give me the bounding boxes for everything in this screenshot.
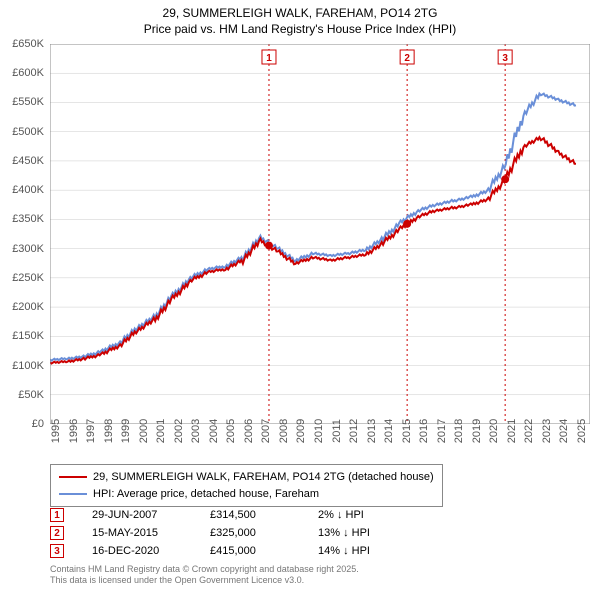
x-tick-label: 2007: [260, 419, 272, 443]
x-tick-label: 2017: [436, 419, 448, 443]
footer-line-2: This data is licensed under the Open Gov…: [50, 575, 359, 586]
marker-delta: 13% ↓ HPI: [318, 527, 408, 539]
legend-row-2: HPI: Average price, detached house, Fare…: [59, 486, 434, 503]
marker-price: £314,500: [210, 509, 290, 521]
y-tick-label: £0: [0, 418, 44, 430]
x-tick-label: 2023: [541, 419, 553, 443]
y-tick-label: £600K: [0, 67, 44, 79]
x-tick-label: 2022: [523, 419, 535, 443]
y-tick-label: £300K: [0, 243, 44, 255]
chart-title: 29, SUMMERLEIGH WALK, FAREHAM, PO14 2TG …: [0, 0, 600, 37]
y-tick-label: £250K: [0, 272, 44, 284]
marker-table: 1 29-JUN-2007 £314,500 2% ↓ HPI 2 15-MAY-2015…: [50, 506, 408, 560]
legend-label-2: HPI: Average price, detached house, Fare…: [93, 486, 319, 503]
x-tick-label: 2014: [383, 419, 395, 443]
x-tick-label: 2004: [208, 419, 220, 443]
x-tick-label: 2010: [313, 419, 325, 443]
marker-row: 3 16-DEC-2020 £415,000 14% ↓ HPI: [50, 542, 408, 560]
marker-delta: 2% ↓ HPI: [318, 509, 408, 521]
x-tick-label: 1999: [120, 419, 132, 443]
x-tick-label: 1997: [85, 419, 97, 443]
y-tick-label: £150K: [0, 330, 44, 342]
y-tick-label: £650K: [0, 38, 44, 50]
marker-price: £325,000: [210, 527, 290, 539]
chart-container: 29, SUMMERLEIGH WALK, FAREHAM, PO14 2TG …: [0, 0, 600, 590]
svg-text:2: 2: [404, 53, 410, 64]
y-tick-label: £450K: [0, 155, 44, 167]
x-tick-label: 2008: [278, 419, 290, 443]
y-tick-label: £50K: [0, 389, 44, 401]
x-tick-label: 2003: [190, 419, 202, 443]
y-tick-label: £350K: [0, 213, 44, 225]
x-tick-label: 2006: [243, 419, 255, 443]
x-tick-label: 2018: [453, 419, 465, 443]
marker-date: 29-JUN-2007: [92, 509, 182, 521]
x-axis-labels: 1995199619971998199920002001200220032004…: [50, 428, 590, 462]
x-tick-label: 2011: [331, 419, 343, 443]
marker-box: 1: [50, 508, 64, 522]
x-tick-label: 2012: [348, 419, 360, 443]
svg-text:1: 1: [266, 53, 272, 64]
marker-date: 16-DEC-2020: [92, 545, 182, 557]
chart-plot-area: 1 2 3: [50, 44, 590, 424]
x-tick-label: 2020: [488, 419, 500, 443]
chart-svg: 1 2 3: [50, 44, 590, 424]
y-axis-labels: £0£50K£100K£150K£200K£250K£300K£350K£400…: [0, 44, 48, 424]
y-tick-label: £550K: [0, 96, 44, 108]
legend: 29, SUMMERLEIGH WALK, FAREHAM, PO14 2TG …: [50, 464, 443, 507]
marker-delta: 14% ↓ HPI: [318, 545, 408, 557]
legend-label-1: 29, SUMMERLEIGH WALK, FAREHAM, PO14 2TG …: [93, 469, 434, 486]
x-tick-label: 2021: [506, 419, 518, 443]
marker-date: 15-MAY-2015: [92, 527, 182, 539]
x-tick-label: 2019: [471, 419, 483, 443]
marker-row: 1 29-JUN-2007 £314,500 2% ↓ HPI: [50, 506, 408, 524]
legend-swatch-1: [59, 476, 87, 478]
y-tick-label: £200K: [0, 301, 44, 313]
y-tick-label: £500K: [0, 126, 44, 138]
footer-line-1: Contains HM Land Registry data © Crown c…: [50, 564, 359, 575]
marker-row: 2 15-MAY-2015 £325,000 13% ↓ HPI: [50, 524, 408, 542]
legend-swatch-2: [59, 493, 87, 495]
x-tick-label: 2015: [401, 419, 413, 443]
title-line-2: Price paid vs. HM Land Registry's House …: [0, 22, 600, 38]
x-tick-label: 2024: [558, 419, 570, 443]
x-tick-label: 2013: [366, 419, 378, 443]
x-tick-label: 1996: [68, 419, 80, 443]
y-tick-label: £100K: [0, 360, 44, 372]
footer: Contains HM Land Registry data © Crown c…: [50, 564, 359, 586]
x-tick-label: 1995: [50, 419, 62, 443]
x-tick-label: 2000: [138, 419, 150, 443]
marker-box: 2: [50, 526, 64, 540]
y-tick-label: £400K: [0, 184, 44, 196]
title-line-1: 29, SUMMERLEIGH WALK, FAREHAM, PO14 2TG: [0, 6, 600, 22]
marker-price: £415,000: [210, 545, 290, 557]
marker-box: 3: [50, 544, 64, 558]
x-tick-label: 2025: [576, 419, 588, 443]
svg-text:3: 3: [502, 53, 508, 64]
x-tick-label: 2016: [418, 419, 430, 443]
x-tick-label: 2005: [225, 419, 237, 443]
legend-row-1: 29, SUMMERLEIGH WALK, FAREHAM, PO14 2TG …: [59, 469, 434, 486]
x-tick-label: 2009: [295, 419, 307, 443]
x-tick-label: 2001: [155, 419, 167, 443]
x-tick-label: 2002: [173, 419, 185, 443]
x-tick-label: 1998: [103, 419, 115, 443]
